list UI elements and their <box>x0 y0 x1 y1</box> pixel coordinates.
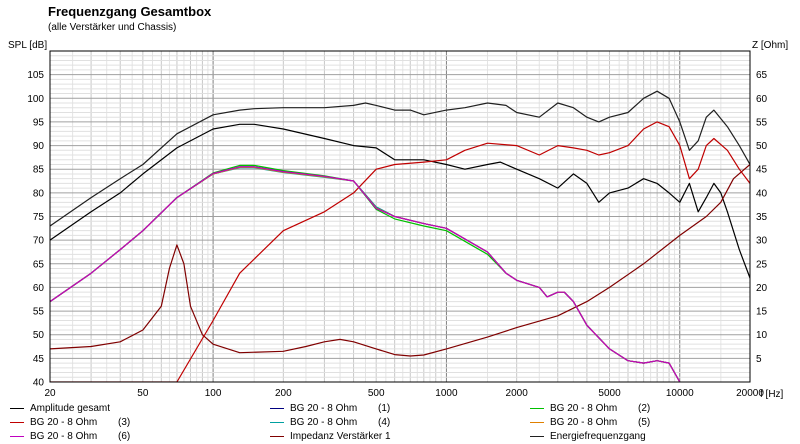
y-left-tick-label: 90 <box>33 141 45 152</box>
x-tick-label: 50 <box>137 388 149 399</box>
legend-item: BG 20 - 8 Ohm (4) <box>270 416 390 429</box>
chart-title: Frequenzgang Gesamtbox <box>48 4 212 19</box>
legend-number: (6) <box>118 431 131 442</box>
y-left-tick-label: 50 <box>33 330 45 341</box>
y-right-tick-label: 25 <box>756 259 768 270</box>
x-tick-label: 10000 <box>666 388 694 399</box>
legend-item: Impedanz Verstärker 1 <box>270 430 391 443</box>
y-right-tick-label: 15 <box>756 307 768 318</box>
y-right-tick-label: 40 <box>756 188 768 199</box>
legend-item: BG 20 - 8 Ohm (5) <box>530 416 650 429</box>
legend-label: Energiefrequenzgang <box>550 431 646 442</box>
x-tick-label: 20 <box>44 388 56 399</box>
y-left-tick-label: 40 <box>33 378 45 389</box>
x-tick-label: 100 <box>205 388 222 399</box>
y-right-tick-label: 35 <box>756 212 768 223</box>
y-left-tick-label: 95 <box>33 117 45 128</box>
y-left-tick-label: 65 <box>33 259 45 270</box>
legend-swatch <box>530 435 544 437</box>
legend-swatch <box>530 421 544 423</box>
x-tick-label: 20000 <box>736 388 764 399</box>
legend-item: Energiefrequenzgang <box>530 430 646 443</box>
legend-number: (2) <box>638 403 651 414</box>
x-tick-label: 5000 <box>598 388 621 399</box>
legend-swatch <box>270 407 284 409</box>
x-tick-label: 500 <box>368 388 385 399</box>
series-line <box>50 164 750 357</box>
legend-number: (3) <box>118 417 131 428</box>
legend-number: (1) <box>378 403 391 414</box>
y-right-tick-label: 20 <box>756 283 768 294</box>
y-right-tick-label: 45 <box>756 165 768 176</box>
y-left-tick-label: 55 <box>33 307 45 318</box>
y-left-tick-label: 105 <box>27 70 44 81</box>
y-left-tick-label: 75 <box>33 212 45 223</box>
legend-item: BG 20 - 8 Ohm (1) <box>270 402 390 415</box>
y-left-tick-label: 100 <box>27 94 44 105</box>
legend-item: BG 20 - 8 Ohm (2) <box>530 402 650 415</box>
legend-number: (4) <box>378 417 391 428</box>
legend-label: BG 20 - 8 Ohm <box>30 431 98 442</box>
series-line <box>50 123 750 279</box>
legend-swatch <box>10 435 24 437</box>
series-line <box>50 166 681 382</box>
legend-label: BG 20 - 8 Ohm <box>550 403 618 414</box>
legend-item: BG 20 - 8 Ohm (6) <box>10 430 130 443</box>
y-left-tick-label: 85 <box>33 165 45 176</box>
legend-label: Impedanz Verstärker 1 <box>290 431 391 442</box>
series-layer <box>50 90 750 382</box>
legend-swatch <box>10 421 24 423</box>
x-tick-label: 200 <box>275 388 292 399</box>
y-left-tick-label: 70 <box>33 236 45 247</box>
y-right-tick-label: 50 <box>756 141 768 152</box>
series-line <box>50 121 750 382</box>
legend-swatch <box>270 435 284 437</box>
y-left-tick-label: 45 <box>33 354 45 365</box>
legend-label: BG 20 - 8 Ohm <box>290 417 358 428</box>
y-right-tick-label: 10 <box>756 330 768 341</box>
legend-item: Amplitude gesamt <box>10 402 110 415</box>
plot-frame <box>49 50 751 383</box>
y-right-tick-label: 30 <box>756 236 768 247</box>
legend-swatch <box>10 407 24 409</box>
y-left-tick-label: 80 <box>33 188 45 199</box>
x-axis-label: f [Hz] <box>760 389 784 400</box>
y-right-tick-label: 60 <box>756 94 768 105</box>
y-axis-left-label: SPL [dB] <box>8 40 47 51</box>
x-tick-label: 1000 <box>435 388 458 399</box>
legend-label: Amplitude gesamt <box>30 403 111 414</box>
legend-item: BG 20 - 8 Ohm (3) <box>10 416 130 429</box>
legend-label: BG 20 - 8 Ohm <box>290 403 358 414</box>
legend-label: BG 20 - 8 Ohm <box>30 417 98 428</box>
legend-swatch <box>270 421 284 423</box>
y-right-tick-label: 65 <box>756 70 768 81</box>
x-tick-label: 2000 <box>506 388 529 399</box>
y-right-tick-label: 55 <box>756 117 768 128</box>
legend-label: BG 20 - 8 Ohm <box>550 417 618 428</box>
legend-number: (5) <box>638 417 651 428</box>
chart-subtitle: (alle Verstärker und Chassis) <box>48 22 177 33</box>
y-axis-right-label: Z [Ohm] <box>752 40 788 51</box>
tick-labels: 20 50 100 200 500 1000 2000 5000 10000 20000 40 45 5… <box>27 70 767 399</box>
series-line <box>50 90 750 227</box>
legend-swatch <box>530 407 544 409</box>
y-left-tick-label: 60 <box>33 283 45 294</box>
y-right-tick-label: 5 <box>756 354 762 365</box>
